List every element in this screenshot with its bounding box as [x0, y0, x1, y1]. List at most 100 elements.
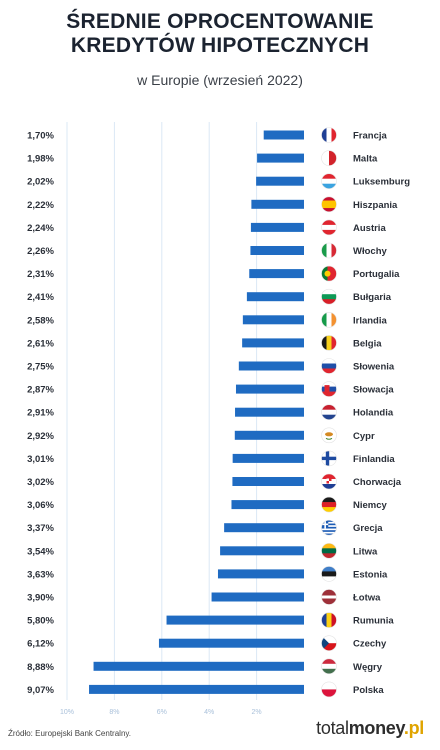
country-label: Austria	[353, 223, 386, 234]
bar-9	[242, 315, 304, 325]
country-label: Irlandia	[353, 315, 388, 326]
value-label: 2,92%	[27, 431, 54, 442]
value-label: 2,91%	[27, 408, 54, 419]
source-note: Źródło: Europejski Bank Centralny.	[8, 729, 132, 738]
bar-11	[238, 361, 304, 371]
country-label: Holandia	[353, 408, 394, 419]
value-label: 3,01%	[27, 454, 54, 465]
bar-3	[256, 176, 304, 186]
value-label: 1,98%	[27, 154, 54, 165]
country-label: Bułgaria	[353, 292, 392, 303]
bar-15	[232, 453, 304, 463]
flag-outline	[321, 358, 337, 374]
flag-outline	[321, 681, 337, 698]
flag-outline	[321, 242, 337, 259]
value-label: 3,63%	[27, 569, 54, 580]
value-label: 6,12%	[27, 639, 54, 650]
flag-outline	[321, 496, 337, 513]
bar-2	[257, 153, 304, 163]
chart-subtitle: w Europie (wrzesień 2022)	[137, 72, 303, 88]
finland-flag-icon	[321, 450, 337, 466]
bar-18	[224, 523, 304, 533]
flag-outline	[321, 288, 337, 305]
cyprus-flag-icon	[321, 427, 337, 443]
slovenia-flag-icon	[321, 358, 337, 374]
country-label: Luksemburg	[353, 177, 410, 188]
country-label: Polska	[353, 685, 384, 696]
value-label: 8,88%	[27, 662, 54, 673]
bar-25	[89, 684, 304, 694]
bar-23	[158, 638, 304, 648]
country-label: Cypr	[353, 431, 375, 442]
value-label: 3,06%	[27, 500, 54, 511]
brand-part-2: money	[348, 718, 404, 738]
poland-flag-icon	[321, 681, 337, 697]
estonia-flag-icon	[321, 566, 337, 582]
czechia-flag-icon	[321, 635, 337, 651]
portugal-flag-icon	[321, 266, 337, 282]
flag-outline	[321, 335, 337, 351]
x-tick-label: 2%	[252, 709, 262, 716]
flag-outline	[321, 566, 337, 582]
country-label: Włochy	[353, 246, 387, 257]
value-label: 3,02%	[27, 477, 54, 488]
bulgaria-flag-icon	[321, 289, 337, 305]
flag-outline	[321, 635, 337, 652]
value-label: 2,41%	[27, 292, 54, 303]
bar-5	[250, 222, 304, 232]
country-label: Hiszpania	[353, 200, 398, 211]
title-line-2: KREDYTÓW HIPOTECZNYCH	[70, 34, 370, 57]
brand-part-1: total	[316, 718, 349, 738]
value-label: 2,61%	[27, 338, 54, 349]
bar-19	[220, 546, 304, 556]
flag-outline	[321, 311, 337, 328]
brand-logo: totalmoney.pl	[316, 718, 424, 739]
flag-outline	[321, 612, 337, 628]
flag-outline	[321, 265, 337, 282]
flag-outline	[321, 196, 337, 213]
flag-outline	[321, 473, 337, 490]
value-label: 2,75%	[27, 362, 54, 373]
malta-flag-icon	[321, 150, 337, 166]
bar-13	[235, 407, 304, 417]
country-label: Rumunia	[353, 616, 394, 627]
country-label: Belgia	[353, 338, 382, 349]
country-label: Łotwa	[353, 593, 381, 604]
bar-16	[232, 477, 304, 486]
bar-8	[246, 292, 304, 302]
bar-21	[211, 592, 304, 602]
country-label: Estonia	[353, 569, 388, 580]
romania-flag-icon	[321, 612, 337, 628]
value-label: 2,26%	[27, 246, 54, 257]
flag-outline	[321, 381, 337, 397]
bar-12	[235, 384, 304, 394]
bar-20	[217, 569, 304, 579]
bar-6	[250, 246, 304, 255]
country-label: Francja	[353, 131, 388, 142]
flag-outline	[321, 450, 337, 467]
country-label: Niemcy	[353, 500, 388, 511]
country-label: Słowenia	[353, 362, 395, 373]
hungary-flag-icon	[321, 658, 337, 674]
value-label: 2,22%	[27, 200, 54, 211]
flag-outline	[321, 658, 337, 675]
latvia-flag-icon	[321, 589, 337, 605]
country-label: Finlandia	[353, 454, 395, 465]
flag-outline	[321, 127, 337, 143]
bar-1	[263, 130, 304, 140]
value-label: 2,02%	[27, 177, 54, 188]
flag-outline	[321, 519, 337, 536]
country-label: Węgry	[353, 662, 383, 673]
flag-outline	[321, 542, 337, 559]
country-label: Grecja	[353, 523, 383, 534]
chart-title: ŚREDNIE OPROCENTOWANIE KREDYTÓW HIPOTECZ…	[0, 10, 440, 58]
bar-7	[249, 269, 304, 279]
flag-outline	[321, 219, 337, 236]
lithuania-flag-icon	[321, 543, 337, 559]
bar-24	[93, 661, 304, 671]
bar-17	[231, 500, 304, 510]
spain-flag-icon	[321, 196, 337, 212]
greece-flag-icon	[321, 520, 337, 536]
value-label: 2,87%	[27, 385, 54, 396]
